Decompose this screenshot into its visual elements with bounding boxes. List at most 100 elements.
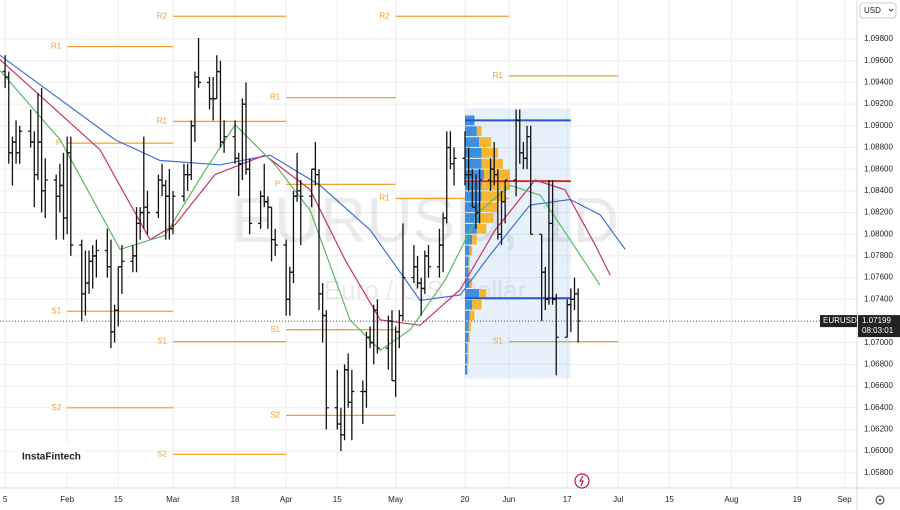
ohlc-bar [272,228,278,256]
pivot-label: S2 [157,449,167,458]
y-tick-label: 1.06600 [864,381,893,390]
ohlc-bar [349,369,355,441]
y-tick-label: 1.06800 [864,359,893,368]
x-tick-label: 19 [793,495,802,504]
settings-dot [878,498,882,502]
profile-bar [464,234,473,245]
profile-bar [464,180,482,191]
pivot-label: S2 [51,403,61,412]
y-tick-label: 1.06200 [864,425,893,434]
ohlc-bar [575,288,581,343]
ohlc-bar [345,353,351,408]
ohlc-bar [298,180,304,246]
y-tick-label: 1.06000 [864,446,893,455]
profile-bar [476,223,487,234]
x-tick-label: 20 [461,495,470,504]
price-tag-value: 1.07199 [862,316,891,325]
ohlc-bar [196,37,202,88]
ohlc-bar [9,136,15,186]
profile-bar [464,310,470,321]
y-tick-label: 1.08400 [864,186,893,195]
profile-bar [469,310,475,321]
profile-bar [481,180,510,191]
currency-select[interactable] [859,2,897,19]
settings-icon[interactable] [875,495,885,505]
ohlc-bar [155,174,161,218]
symbol-tag-label: EURUSD [823,316,857,325]
ohlc-bar [239,98,245,181]
profile-bar [464,364,468,375]
y-tick-label: 1.05800 [864,468,893,477]
ohlc-bar [214,55,220,100]
x-tick-label: Jun [502,495,515,504]
x-tick-label: 17 [563,495,572,504]
y-tick-label: 1.07000 [864,338,893,347]
ohlc-bar [115,266,121,327]
ohlc-bar [93,239,99,278]
profile-bar [464,256,469,267]
ohlc-bar [247,158,253,235]
pivot-label: R1 [157,117,168,126]
profile-bar [467,343,469,353]
profile-bar [469,278,473,288]
profile-bar [464,158,482,169]
profile-bar [481,148,499,158]
y-tick-label: 1.09600 [864,56,893,65]
profile-bar [464,354,468,364]
ohlc-bar [170,190,176,235]
profile-bar [468,256,470,267]
ohlc-bar [312,142,318,186]
price-tag [858,315,900,338]
ma-line [0,59,611,326]
profile-bar [464,245,470,256]
x-tick-label: Feb [60,495,74,504]
ohlc-bar [79,239,85,321]
ohlc-bar [287,266,293,316]
profile-bar [467,354,469,364]
profile-bar [468,321,471,332]
y-tick-label: 1.07800 [864,251,893,260]
brand-box [14,444,86,470]
y-tick-label: 1.07400 [864,294,893,303]
ohlc-bar [528,125,534,235]
profile-bar [472,299,482,310]
ohlc-bar [502,179,508,224]
profile-bar [479,137,492,147]
pivot-label: R1 [270,93,281,102]
ohlc-bar [104,228,110,278]
y-tick-label: 1.09800 [864,34,893,43]
ohlc-bar [342,364,348,441]
ohlc-bar [39,87,45,213]
ohlc-bar [363,331,369,408]
pivot-label: S1 [270,325,280,334]
profile-bar [464,299,473,310]
ohlc-bar [159,163,165,197]
ohlc-bar [53,174,59,240]
ohlc-bar [477,169,483,224]
ma-line [0,54,626,302]
ohlc-bar [221,120,227,153]
ohlc-bar [134,207,140,273]
pivot-label: P [275,179,280,188]
profile-bar [472,234,477,245]
ohlc-bar [35,93,41,181]
profile-bar [464,169,484,180]
pivot-label: R2 [157,11,168,20]
y-tick-label: 1.08600 [864,164,893,173]
profile-bar [464,148,482,158]
ohlc-bar [553,293,559,376]
pivot-label: R2 [379,11,390,20]
pivot-label: S2 [270,410,280,419]
pivot-label: R1 [51,42,62,51]
y-tick-label: 1.08200 [864,208,893,217]
ohlc-bar [360,380,366,425]
ohlc-bar [371,304,377,365]
ohlc-bar [57,163,63,213]
ohlc-bar [207,76,213,110]
lightning [578,475,584,487]
profile-bar [479,289,487,299]
ohlc-bar [6,71,12,164]
x-tick-label: Apr [280,495,293,504]
dropdown-arrow [888,8,894,12]
